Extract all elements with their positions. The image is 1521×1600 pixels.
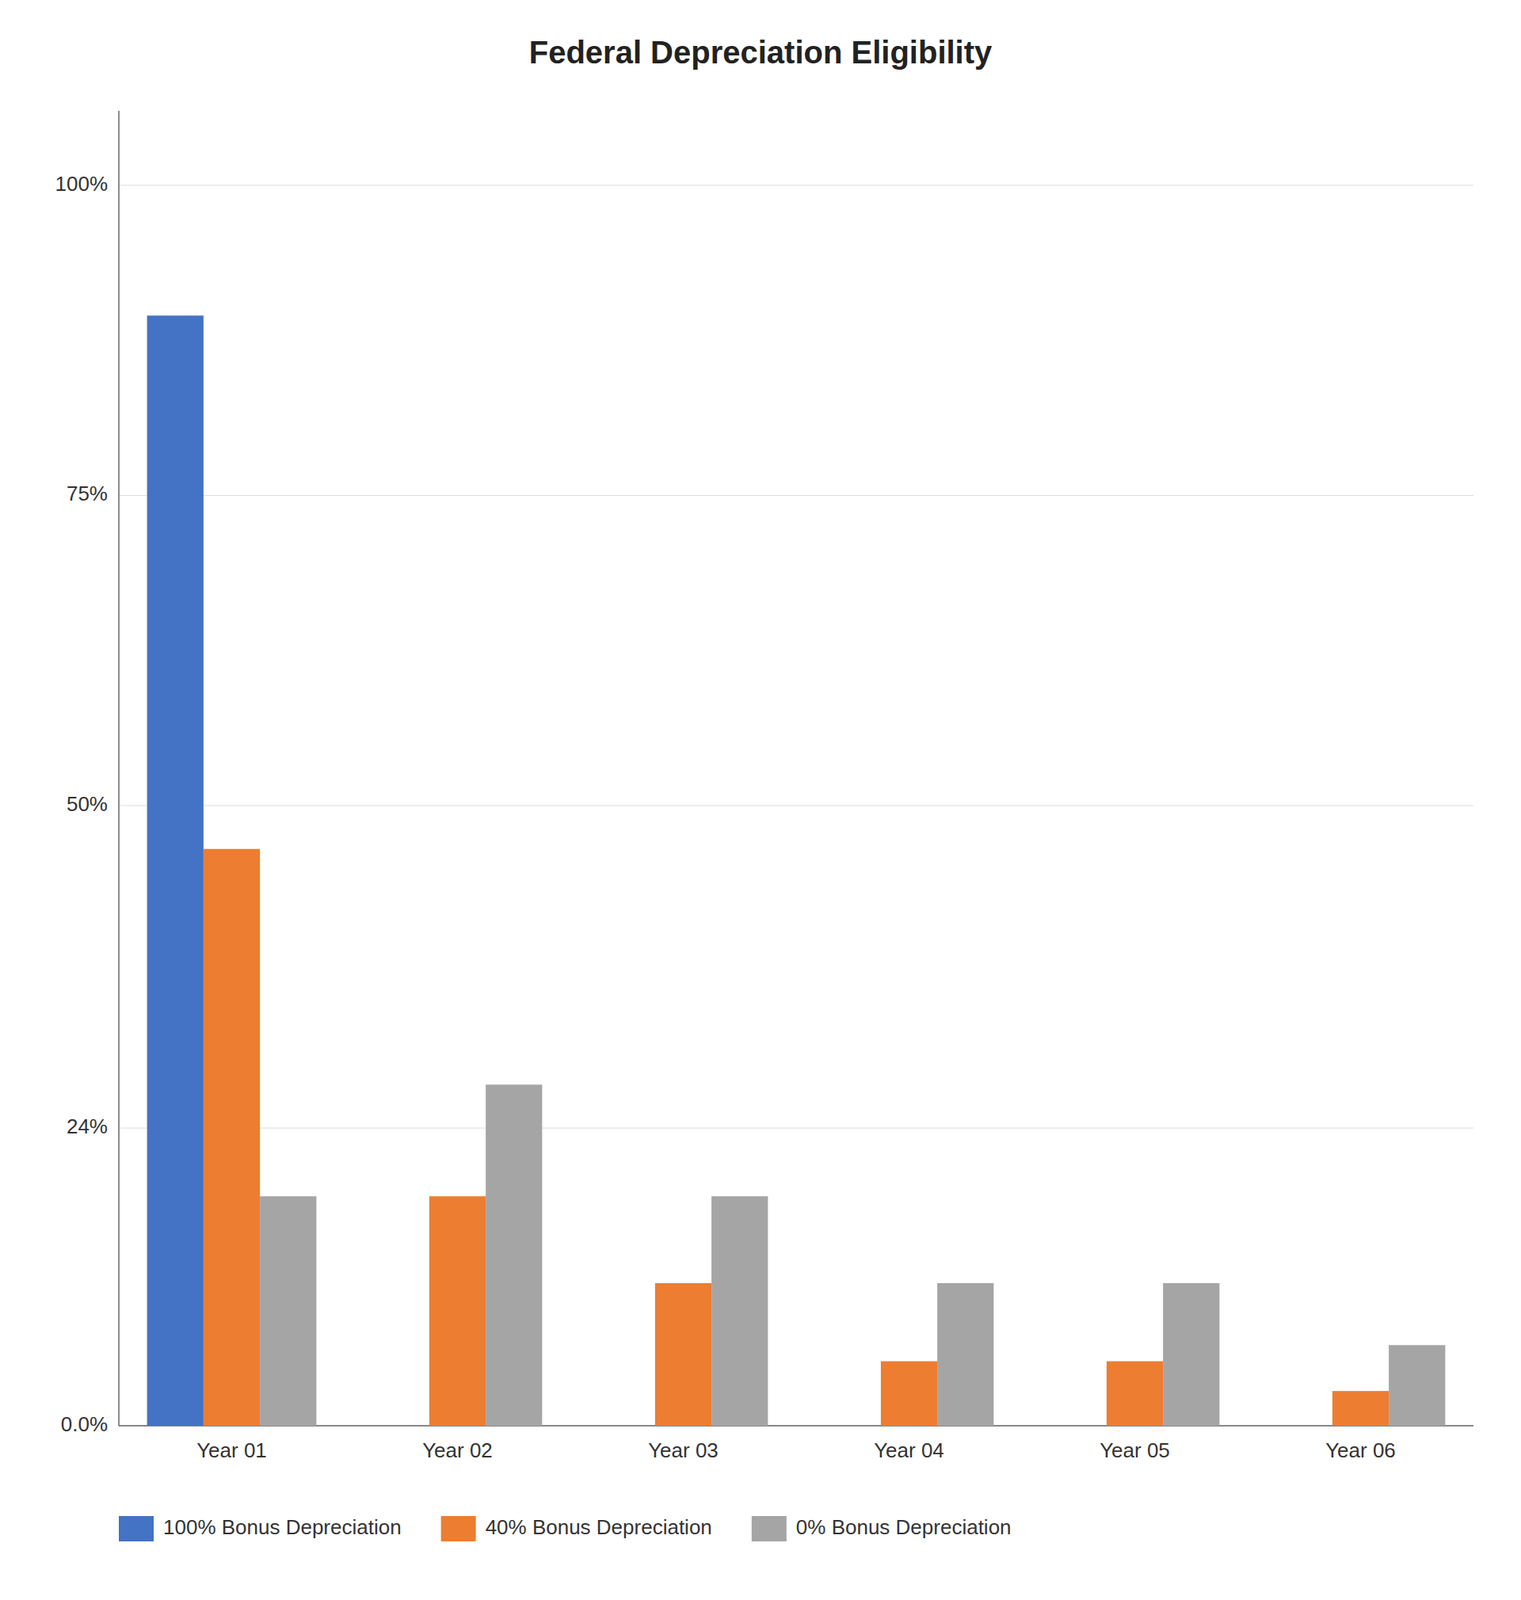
x-axis xyxy=(118,1425,1474,1427)
bar xyxy=(880,1361,938,1426)
grid-line xyxy=(118,495,1474,496)
bar xyxy=(259,1196,317,1426)
x-tick-label: Year 02 xyxy=(422,1438,493,1463)
bars xyxy=(147,315,1446,1426)
y-tick-label: 50% xyxy=(66,792,108,816)
grid-line xyxy=(118,1425,1474,1427)
bar xyxy=(1106,1361,1163,1426)
bar xyxy=(203,849,260,1426)
bar xyxy=(373,1425,430,1427)
y-tick-label: 75% xyxy=(66,481,108,506)
bar xyxy=(598,1425,656,1427)
bar xyxy=(937,1283,994,1426)
bar xyxy=(1388,1345,1445,1426)
legend-swatch xyxy=(751,1516,787,1542)
legend-label: 40% Bonus Depreciation xyxy=(485,1515,713,1540)
legend-swatch xyxy=(441,1516,477,1542)
x-tick-label: Year 06 xyxy=(1325,1438,1396,1463)
title: Federal Depreciation Eligibility xyxy=(529,34,993,70)
bar xyxy=(1050,1425,1107,1427)
bar xyxy=(485,1084,542,1426)
grid xyxy=(118,185,1474,1426)
legend: 100% Bonus Depreciation 40% Bonus Depreci… xyxy=(118,1515,1012,1542)
bar xyxy=(1332,1391,1389,1426)
bar xyxy=(711,1196,768,1426)
bar xyxy=(429,1196,486,1426)
chart: Federal Depreciation Eligibility 0.0% 24% 5… xyxy=(0,0,1521,1600)
y-tick-label: 100% xyxy=(55,171,109,196)
x-tick-label: Year 01 xyxy=(196,1438,267,1463)
bar xyxy=(1276,1425,1333,1427)
y-tick-label: 24% xyxy=(66,1114,108,1139)
bar xyxy=(824,1425,881,1427)
x-tick-label: Year 05 xyxy=(1099,1438,1171,1463)
legend-label: 100% Bonus Depreciation xyxy=(163,1515,402,1540)
bar xyxy=(1162,1283,1220,1426)
y-axis xyxy=(118,110,120,1426)
grid-line xyxy=(118,1128,1474,1129)
bar xyxy=(655,1283,712,1426)
legend-swatch xyxy=(118,1516,154,1542)
grid-line xyxy=(118,804,1474,806)
y-tick-label: 0.0% xyxy=(60,1412,108,1437)
x-tick-label: Year 04 xyxy=(873,1438,945,1463)
bar xyxy=(147,315,204,1426)
x-tick-label: Year 03 xyxy=(648,1438,719,1463)
legend-label: 0% Bonus Depreciation xyxy=(796,1515,1012,1540)
grid-line xyxy=(118,184,1474,186)
